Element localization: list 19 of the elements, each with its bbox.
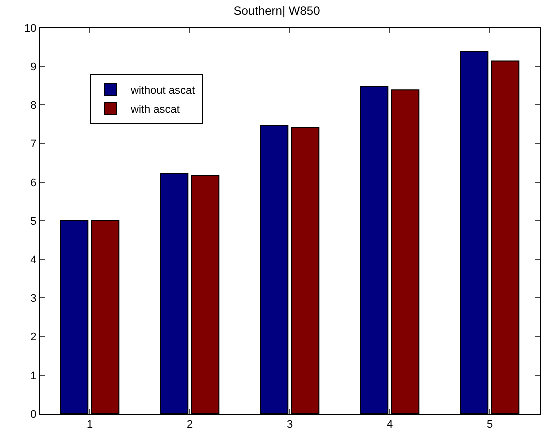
y-tick-label: 8 [30, 100, 37, 112]
x-tick-label: 3 [286, 419, 294, 432]
x-tick-label: 4 [386, 419, 394, 432]
y-tick-label: 6 [30, 177, 37, 190]
y-tick-label: 5 [30, 216, 37, 228]
y-tick-label: 7 [30, 138, 37, 151]
x-tick-label: 5 [486, 419, 494, 432]
y-tick-label: 9 [30, 61, 37, 74]
legend-label: without ascat [130, 85, 196, 98]
y-tick-label: 0 [30, 408, 37, 421]
x-tick-label: 1 [86, 419, 94, 432]
y-tick-label: 1 [30, 370, 37, 382]
y-tick-label: 3 [30, 293, 37, 306]
chart-title: Southern| W850 [234, 4, 321, 18]
y-tick-label: 10 [24, 22, 37, 35]
legend-label: with ascat [130, 104, 180, 116]
y-tick-label: 2 [30, 332, 37, 344]
y-tick-label: 4 [30, 254, 37, 266]
x-tick-label: 2 [186, 419, 194, 432]
